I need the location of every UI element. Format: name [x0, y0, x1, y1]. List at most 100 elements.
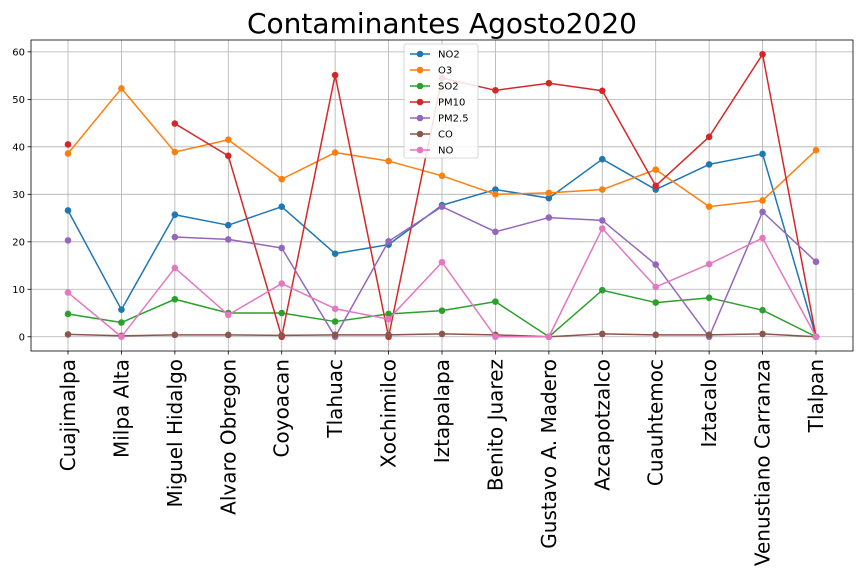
- data-point-no2: [759, 150, 766, 158]
- data-point-no2: [171, 211, 179, 219]
- data-point-pm10: [598, 87, 606, 95]
- data-point-no: [545, 333, 553, 341]
- data-point-no: [278, 280, 286, 287]
- data-point-no2: [278, 203, 286, 210]
- data-point-pm2-5: [385, 238, 392, 245]
- x-tick-label: Cuauhtemoc: [644, 359, 668, 486]
- legend: NO2 O3 SO2 PM10 PM2.5 CO NO: [403, 43, 479, 159]
- legend-marker: [416, 146, 424, 154]
- data-point-so2: [331, 318, 339, 325]
- data-point-so2: [705, 294, 713, 302]
- data-point-o3: [545, 189, 553, 197]
- data-point-pm2-5: [759, 208, 766, 216]
- data-point-no: [64, 289, 72, 296]
- data-point-pm10: [171, 120, 179, 127]
- data-point-no2: [118, 306, 125, 313]
- data-point-no2: [545, 194, 553, 202]
- data-point-o3: [652, 166, 660, 173]
- data-point-o3: [385, 157, 392, 165]
- data-point-co: [438, 330, 446, 338]
- data-point-no: [759, 234, 766, 242]
- legend-marker: [416, 66, 424, 74]
- data-point-co: [224, 331, 232, 339]
- data-point-no: [812, 333, 820, 341]
- legend-item-co: CO: [410, 130, 453, 141]
- data-point-o3: [331, 149, 339, 156]
- legend-label: NO2: [438, 50, 460, 61]
- y-tick-label: 30: [12, 190, 25, 201]
- legend-marker: [416, 130, 424, 138]
- y-tick-label: 40: [12, 142, 25, 153]
- data-point-so2: [118, 319, 125, 326]
- series-pm10: [64, 50, 820, 341]
- data-point-so2: [759, 306, 766, 314]
- x-tick-label: Cuajimalpa: [56, 359, 80, 471]
- y-tick-label: 0: [19, 332, 25, 343]
- y-tick-label: 60: [12, 47, 25, 58]
- data-point-no: [652, 283, 660, 291]
- data-point-pm2-5: [64, 237, 72, 244]
- data-point-so2: [438, 307, 446, 314]
- data-point-no: [438, 258, 446, 266]
- data-point-no: [492, 333, 499, 341]
- data-point-pm10: [759, 50, 766, 58]
- data-point-so2: [171, 295, 179, 303]
- data-point-o3: [598, 186, 606, 193]
- legend-label: CO: [438, 130, 453, 141]
- series-group: [64, 50, 820, 341]
- data-point-pm10: [331, 71, 339, 79]
- x-tick-label: Coyoacan: [270, 359, 294, 457]
- series-no: [64, 225, 820, 341]
- x-tick-label: Iztacalco: [697, 359, 721, 448]
- data-point-o3: [171, 148, 179, 156]
- data-point-pm2-5: [652, 261, 660, 268]
- data-point-no2: [64, 207, 72, 214]
- data-point-co: [278, 332, 286, 339]
- legend-item-so2: SO2: [410, 82, 459, 93]
- data-point-co: [64, 331, 72, 338]
- legend-label: NO: [438, 146, 453, 157]
- data-point-pm10: [64, 141, 72, 148]
- x-tick-label: Tlahuac: [323, 359, 347, 439]
- legend-box: [403, 43, 479, 159]
- data-point-pm10: [224, 152, 232, 160]
- data-point-co: [652, 331, 660, 339]
- data-point-o3: [64, 150, 72, 157]
- data-point-co: [331, 331, 339, 339]
- x-tick-label: Venustiano Carranza: [751, 359, 775, 566]
- x-tick-label: Azcapotzalco: [590, 359, 614, 491]
- plot-frame: [30, 39, 854, 352]
- chart-title: Contaminantes Agosto2020: [247, 7, 637, 40]
- x-tick-label: Milpa Alta: [109, 359, 133, 458]
- legend-marker: [416, 98, 424, 106]
- data-point-o3: [492, 191, 499, 198]
- data-point-no: [224, 311, 232, 319]
- y-axis: 0 10 20 30 40 50 60: [12, 47, 31, 343]
- data-point-pm2-5: [438, 203, 446, 210]
- data-point-pm10: [492, 87, 499, 94]
- legend-item-no: NO: [410, 146, 453, 157]
- legend-label: O3: [438, 66, 452, 77]
- data-point-co: [385, 331, 392, 339]
- legend-marker: [416, 50, 424, 58]
- data-point-so2: [385, 310, 392, 318]
- series-o3: [64, 85, 820, 210]
- data-point-no: [331, 305, 339, 313]
- data-point-no2: [492, 186, 499, 193]
- data-point-pm10: [545, 79, 553, 87]
- legend-item-no2: NO2: [410, 50, 460, 61]
- data-point-no2: [331, 250, 339, 257]
- data-point-pm2-5: [171, 233, 179, 241]
- data-point-co: [598, 330, 606, 338]
- data-point-no: [705, 260, 713, 268]
- x-tick-label: Tlalpan: [804, 359, 828, 433]
- legend-item-pm2-5: PM2.5: [410, 114, 469, 125]
- data-point-o3: [812, 146, 820, 154]
- data-point-co: [705, 331, 713, 339]
- legend-marker: [416, 114, 424, 122]
- y-tick-label: 50: [12, 95, 25, 106]
- x-tick-label: Xochimilco: [377, 359, 401, 468]
- data-point-o3: [438, 172, 446, 180]
- data-point-o3: [705, 203, 713, 210]
